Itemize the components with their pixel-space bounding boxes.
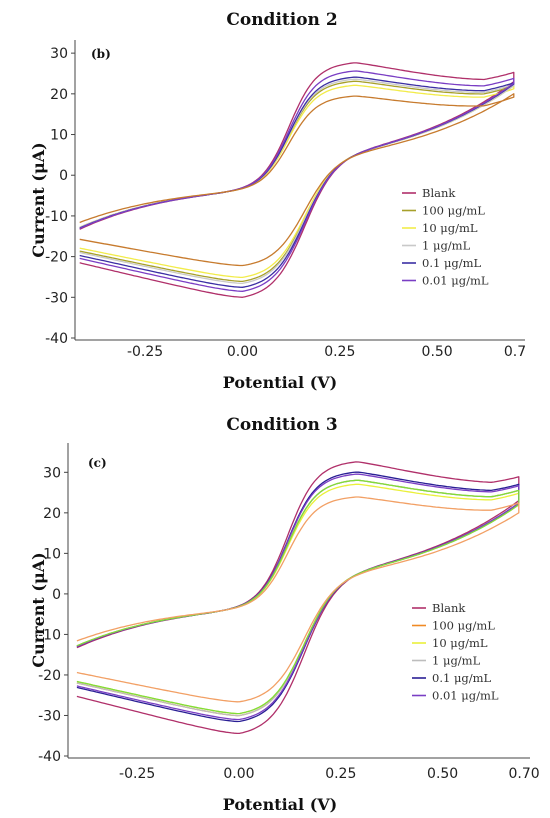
legend-label: Blank [432,601,466,615]
legend: Blank 100 μg/mL 10 μg/mL 1 μg/mL 0.1 μg/mL 0.… [412,601,499,703]
legend-label: 0.01 μg/mL [422,274,489,288]
x-tick-label: 0.7 [504,344,526,360]
legend-label: 1 μg/mL [422,239,471,253]
series-line-unlabeled-6 [79,93,515,267]
legend-label: Blank [422,186,456,200]
x-tick-label: -0.25 [127,344,163,360]
legend-label: 10 μg/mL [432,636,488,650]
y-tick-label: -10 [45,209,68,225]
legend-label: 10 μg/mL [422,221,478,235]
series-curves [76,461,520,735]
legend: Blank 100 μg/mL 10 μg/mL 1 μg/mL 0.1 μg/mL 0.… [402,186,489,288]
legend-label: 100 μg/mL [432,619,495,633]
x-axis-ticks: -0.25 0.00 0.25 0.50 0.7 [127,344,526,360]
legend-label: 0.1 μg/mL [432,671,492,685]
x-tick-label: 0.50 [422,344,453,360]
panel-label: (b) [91,47,111,61]
panel-label: (c) [88,456,107,470]
y-tick-label: -30 [45,290,68,306]
x-tick-label: 0.70 [508,766,539,782]
x-tick-label: 0.25 [324,344,355,360]
chart-title: Condition 2 [226,10,337,30]
y-tick-label: 20 [50,87,68,103]
y-tick-label: -30 [38,708,61,724]
legend-label: 0.01 μg/mL [432,689,499,703]
x-axis-label: Potential (V) [223,373,338,392]
x-axis-ticks: -0.25 0.00 0.25 0.50 0.70 [119,766,540,782]
x-tick-label: 0.50 [427,766,458,782]
x-axis-label: Potential (V) [223,795,338,814]
y-tick-label: -10 [38,627,61,643]
x-tick-label: 0.00 [223,766,254,782]
series-curves [79,62,515,298]
y-axis-label: Current (μA) [29,142,48,257]
chart-title: Condition 3 [226,415,337,435]
chart-panel-condition-3: Condition 3 (c) Potential (V) Current (μ… [29,415,540,814]
y-tick-label: 30 [43,465,61,481]
y-tick-label: -20 [38,668,61,684]
x-tick-label: -0.25 [119,766,155,782]
y-tick-label: 0 [52,587,61,603]
y-tick-label: 30 [50,46,68,62]
x-tick-label: 0.00 [227,344,258,360]
y-tick-label: -20 [45,250,68,266]
legend-label: 1 μg/mL [432,654,481,668]
y-tick-label: 0 [59,168,68,184]
legend-label: 100 μg/mL [422,204,485,218]
x-tick-label: 0.25 [325,766,356,782]
legend-label: 0.1 μg/mL [422,256,482,270]
y-tick-label: -40 [38,749,61,765]
series-line-unlabeled-7 [76,496,520,703]
y-axis-ticks: 30 20 10 0 -10 -20 -30 -40 [38,465,68,765]
y-tick-label: -40 [45,331,68,347]
y-tick-label: 10 [43,546,61,562]
chart-panel-condition-2: Condition 2 (b) Potential (V) Current (μ… [29,10,526,392]
y-tick-label: 20 [43,506,61,522]
y-tick-label: 10 [50,128,68,144]
y-axis-label: Current (μA) [29,552,48,667]
y-axis-ticks: 30 20 10 0 -10 -20 -30 -40 [45,46,75,347]
